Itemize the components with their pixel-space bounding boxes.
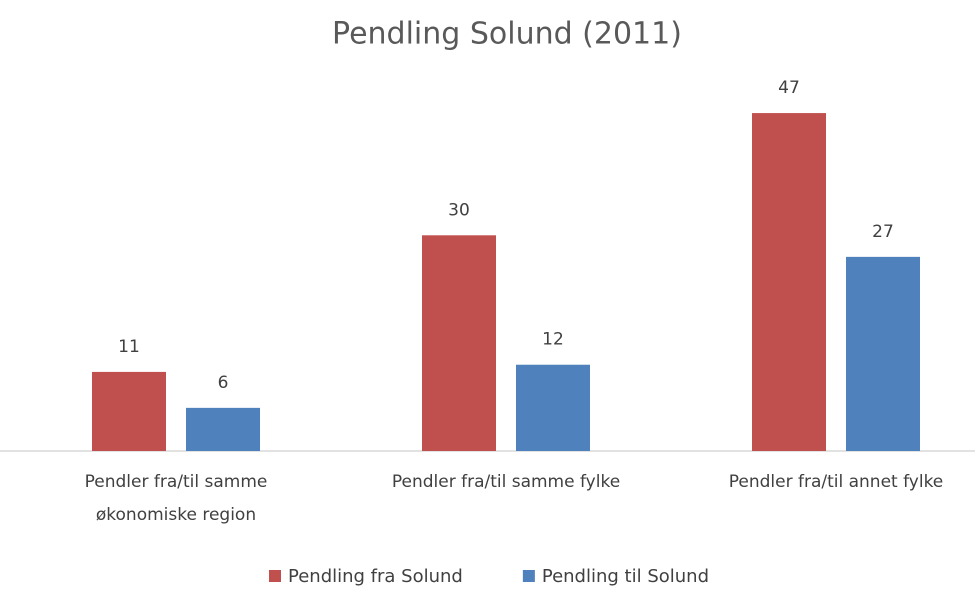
x-tick-label: Pendler fra/til samme fylke xyxy=(391,472,621,492)
bar xyxy=(846,256,920,451)
legend-swatch xyxy=(269,570,281,582)
bar xyxy=(92,371,166,451)
legend-swatch xyxy=(522,570,535,582)
data-label: 11 xyxy=(118,337,140,357)
bar xyxy=(516,364,590,451)
bar xyxy=(422,235,496,451)
data-label: 47 xyxy=(778,78,800,98)
x-tick-label: Pendler fra/til samme økonomiske region xyxy=(84,472,268,525)
data-label: 12 xyxy=(542,330,564,350)
data-label: 30 xyxy=(448,200,470,220)
chart-title: Pendling Solund (2011) xyxy=(332,17,682,52)
x-tick-label: Pendler fra/til annet fylke xyxy=(728,472,944,492)
legend-label: Pendling til Solund xyxy=(542,566,709,587)
data-label: 27 xyxy=(872,222,894,242)
legend-label: Pendling fra Solund xyxy=(288,566,463,587)
bar xyxy=(752,113,826,451)
data-label: 6 xyxy=(218,373,229,393)
bar xyxy=(186,407,260,451)
